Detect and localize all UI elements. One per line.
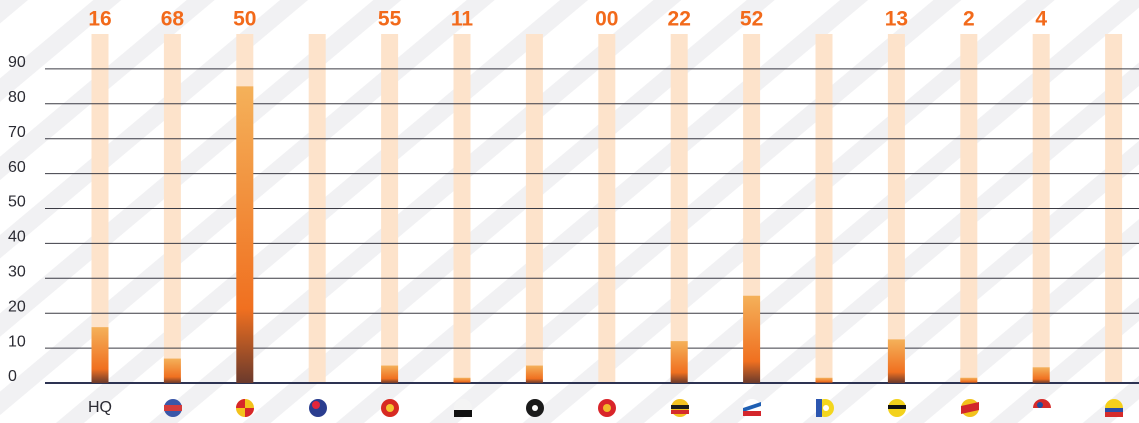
y-tick-label: 30 — [8, 264, 26, 281]
top-label: 22 — [668, 8, 691, 31]
bar — [743, 295, 761, 383]
bar — [236, 86, 254, 383]
y-tick-label: 0 — [8, 368, 17, 385]
bar — [453, 377, 471, 383]
top-label: 55 — [378, 8, 402, 31]
top-label: 16 — [88, 8, 111, 31]
top-label: 11 — [451, 8, 474, 31]
bar — [525, 365, 543, 383]
top-label: 50 — [233, 8, 256, 31]
bar — [960, 377, 978, 383]
top-label: 68 — [161, 8, 185, 31]
y-tick-label: 60 — [8, 159, 26, 176]
y-tick-label: 70 — [8, 124, 26, 141]
y-tick-label: 40 — [8, 229, 26, 246]
x-tick-label: HQ — [88, 399, 112, 416]
y-tick-label: 80 — [8, 89, 26, 106]
bar — [887, 339, 905, 383]
bar — [1032, 367, 1050, 383]
y-tick-label: 50 — [8, 194, 26, 211]
top-label: 00 — [595, 8, 618, 31]
y-tick-label: 10 — [8, 333, 26, 350]
y-tick-label: 20 — [8, 298, 26, 315]
top-label: 2 — [963, 8, 975, 31]
bar — [163, 358, 181, 383]
bar — [815, 377, 833, 383]
flag-icons — [164, 399, 1123, 417]
top-label: 4 — [1035, 8, 1047, 31]
top-label: 52 — [740, 8, 763, 31]
y-tick-label: 90 — [8, 54, 26, 71]
top-label: 13 — [885, 8, 908, 31]
bar — [91, 327, 109, 383]
bar — [670, 341, 688, 383]
bar — [381, 365, 399, 383]
